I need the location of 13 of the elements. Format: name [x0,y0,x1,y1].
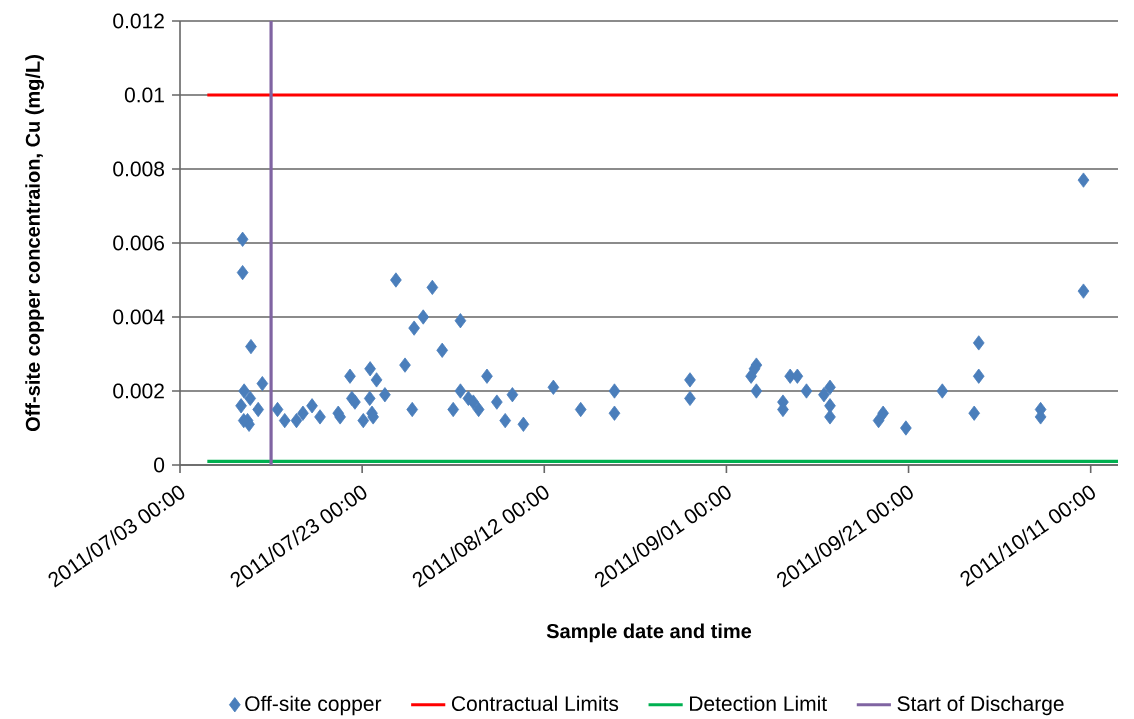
legend-label: Detection Limit [690,695,827,712]
y-tick-label: 0.008 [113,161,165,177]
y-tick-label: 0.012 [113,13,164,29]
y-tick-label: 0.002 [113,383,164,399]
y-tick-label: 0.004 [113,309,165,325]
y-tick-label: 0 [154,457,165,473]
x-axis-title: Sample date and time [546,623,752,643]
y-tick-label: 0.01 [124,87,164,103]
y-axis-title: Off-site copper concentraion, Cu (mg/L) [25,55,44,432]
legend-label: Start of Discharge [897,695,1064,716]
legend-label: Off-site copper [245,695,382,716]
y-tick-label: 0.006 [113,235,165,251]
legend-label: Contractual Limits [451,695,619,712]
